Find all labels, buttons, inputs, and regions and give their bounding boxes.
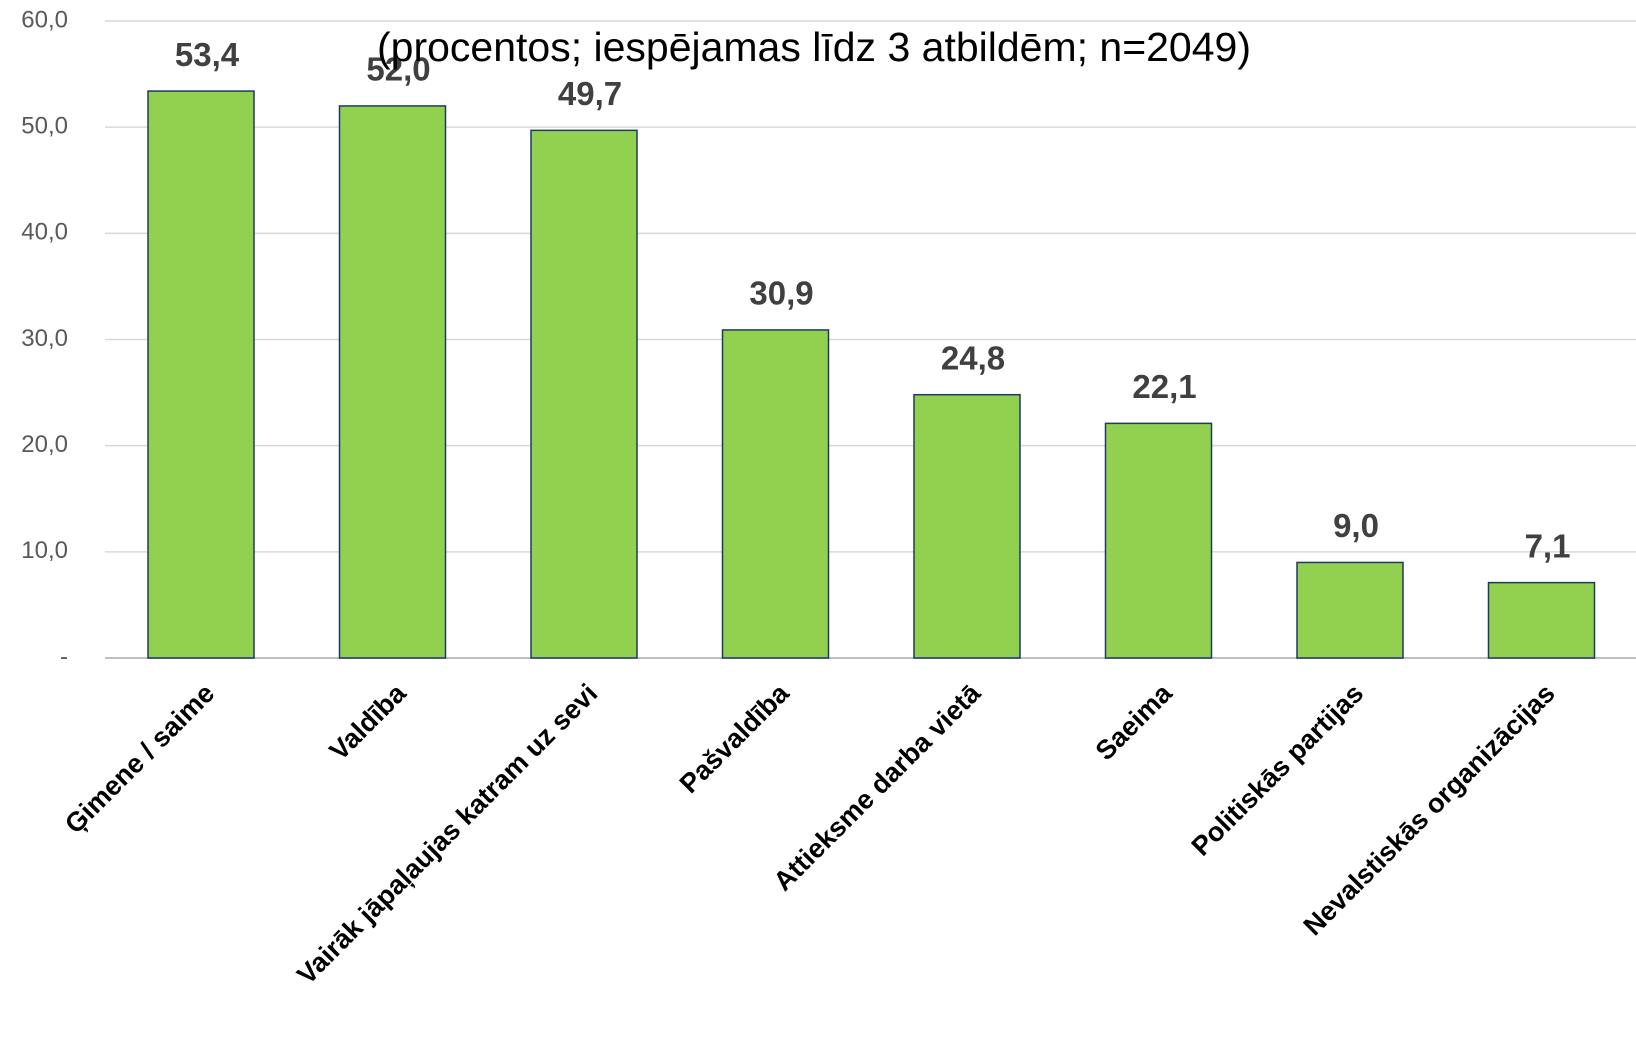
bar: [721, 329, 830, 659]
value-label: 9,0: [1333, 507, 1379, 544]
y-tick-label: -: [60, 643, 68, 670]
value-label: 22,1: [1132, 368, 1196, 405]
bar: [1296, 561, 1404, 659]
x-tick-label: Pašvaldība: [674, 677, 796, 799]
bar: [338, 105, 447, 659]
y-tick-label: 40,0: [21, 219, 68, 246]
x-tick-label: Ģimene / saime: [59, 678, 220, 839]
bar: [147, 90, 255, 659]
value-label: 7,1: [1525, 527, 1571, 564]
y-tick-label: 20,0: [21, 431, 68, 458]
value-label: 53,4: [175, 36, 240, 73]
bar: [1104, 422, 1213, 659]
x-tick-label: Attieksme darba vietā: [768, 677, 987, 896]
value-label: 24,8: [941, 339, 1005, 376]
y-tick-label: 50,0: [21, 113, 68, 140]
chart-subtitle: (procentos; iespējamas līdz 3 atbildēm; …: [377, 24, 1251, 70]
x-tick-label: Vairāk jāpaļaujas katram uz sevi: [291, 678, 603, 990]
value-label: 52,0: [366, 51, 430, 88]
bar: [1487, 581, 1596, 659]
value-label: 49,7: [558, 75, 622, 112]
y-tick-label: 60,0: [21, 6, 68, 33]
bar: [530, 129, 638, 659]
x-tick-label: Valdība: [324, 677, 413, 766]
y-tick-label: 30,0: [21, 325, 68, 352]
y-tick-label: 10,0: [21, 537, 68, 564]
x-tick-label: Saeima: [1090, 677, 1179, 766]
value-label: 30,9: [749, 275, 813, 312]
bar: [913, 393, 1021, 659]
x-tick-label: Politiskās partijas: [1186, 678, 1370, 862]
